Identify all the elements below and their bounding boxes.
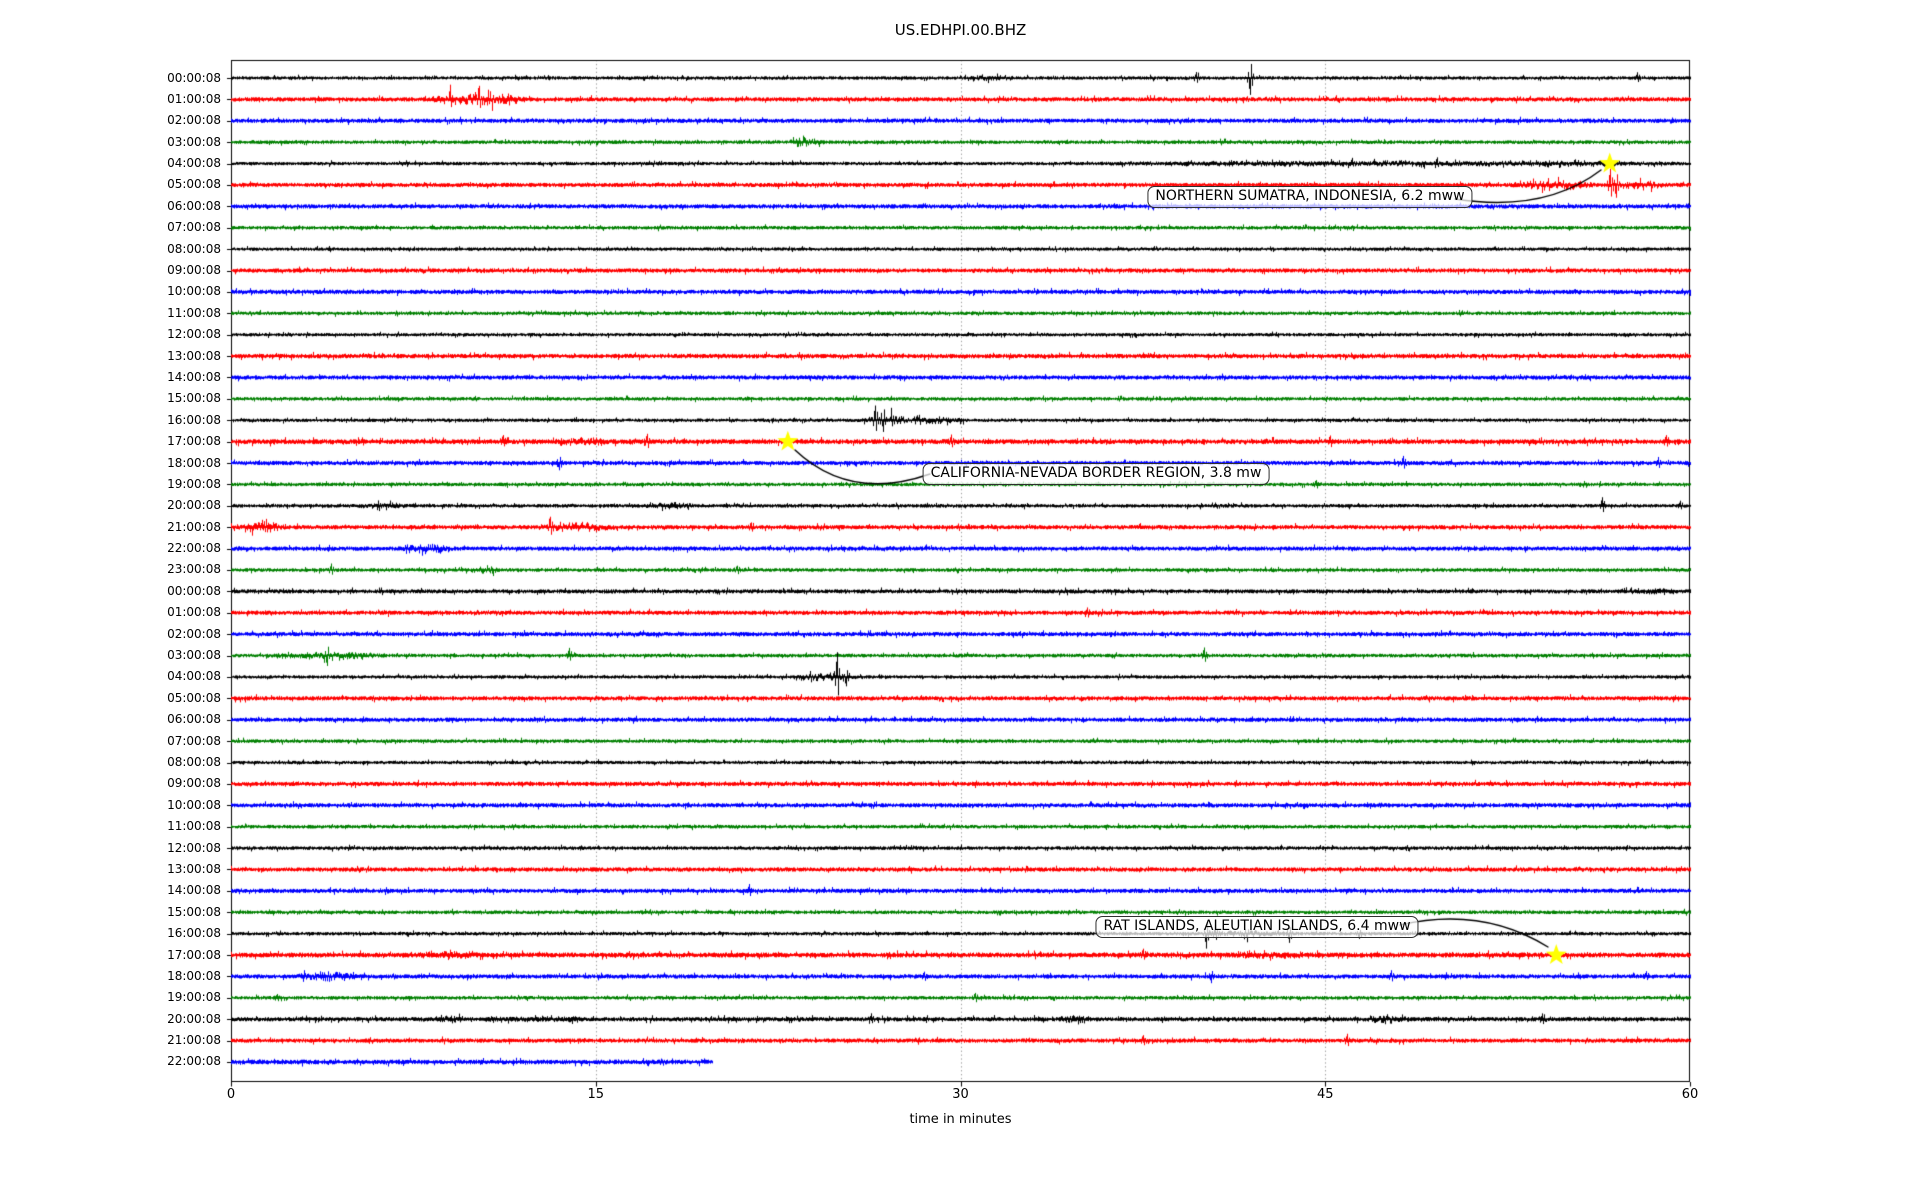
y-tick-label: 08:00:08 — [167, 755, 221, 770]
y-tick-label: 21:00:08 — [167, 519, 221, 534]
y-tick-label: 23:00:08 — [167, 562, 221, 577]
y-tick-label: 01:00:08 — [167, 91, 221, 106]
event-annotation-label: NORTHERN SUMATRA, INDONESIA, 6.2 mww — [1147, 186, 1473, 208]
y-tick-label: 15:00:08 — [167, 904, 221, 919]
y-tick-label: 16:00:08 — [167, 412, 221, 427]
y-tick-label: 03:00:08 — [167, 134, 221, 149]
y-tick-label: 02:00:08 — [167, 626, 221, 641]
y-tick-label: 17:00:08 — [167, 947, 221, 962]
y-tick-label: 16:00:08 — [167, 926, 221, 941]
y-tick-label: 20:00:08 — [167, 1011, 221, 1026]
y-tick-label: 11:00:08 — [167, 305, 221, 320]
y-tick-label: 06:00:08 — [167, 198, 221, 213]
event-annotation-label: CALIFORNIA-NEVADA BORDER REGION, 3.8 mw — [922, 463, 1270, 485]
y-tick-label: 05:00:08 — [167, 690, 221, 705]
y-tick-label: 12:00:08 — [167, 327, 221, 342]
y-tick-label: 00:00:08 — [167, 70, 221, 85]
y-tick-label: 00:00:08 — [167, 583, 221, 598]
y-tick-label: 19:00:08 — [167, 990, 221, 1005]
y-tick-label: 18:00:08 — [167, 455, 221, 470]
y-tick-label: 10:00:08 — [167, 284, 221, 299]
y-tick-label: 18:00:08 — [167, 968, 221, 983]
y-tick-label: 21:00:08 — [167, 1033, 221, 1048]
y-tick-label: 11:00:08 — [167, 819, 221, 834]
x-axis-label: time in minutes — [909, 1112, 1012, 1127]
y-tick-label: 08:00:08 — [167, 241, 221, 256]
y-tick-label: 22:00:08 — [167, 1054, 221, 1069]
y-tick-label: 15:00:08 — [167, 391, 221, 406]
y-tick-label: 01:00:08 — [167, 605, 221, 620]
y-tick-label: 19:00:08 — [167, 476, 221, 491]
y-tick-label: 13:00:08 — [167, 861, 221, 876]
y-tick-label: 10:00:08 — [167, 797, 221, 812]
y-tick-label: 13:00:08 — [167, 348, 221, 363]
y-tick-label: 02:00:08 — [167, 113, 221, 128]
x-tick-label: 45 — [1316, 1087, 1334, 1102]
chart-title: US.EDHPI.00.BHZ — [894, 21, 1027, 39]
y-tick-label: 07:00:08 — [167, 220, 221, 235]
y-tick-label: 14:00:08 — [167, 883, 221, 898]
event-annotation-label: RAT ISLANDS, ALEUTIAN ISLANDS, 6.4 mww — [1095, 916, 1419, 938]
y-tick-label: 17:00:08 — [167, 434, 221, 449]
y-tick-label: 06:00:08 — [167, 712, 221, 727]
y-tick-label: 09:00:08 — [167, 263, 221, 278]
y-tick-label: 05:00:08 — [167, 177, 221, 192]
y-tick-label: 20:00:08 — [167, 498, 221, 513]
x-tick-label: 15 — [587, 1087, 605, 1102]
x-tick-label: 60 — [1681, 1087, 1699, 1102]
x-tick-label: 0 — [226, 1087, 236, 1102]
y-tick-label: 14:00:08 — [167, 369, 221, 384]
y-tick-label: 04:00:08 — [167, 669, 221, 684]
x-tick-label: 30 — [952, 1087, 969, 1102]
y-tick-label: 04:00:08 — [167, 156, 221, 171]
y-tick-label: 07:00:08 — [167, 733, 221, 748]
y-tick-label: 09:00:08 — [167, 776, 221, 791]
y-tick-label: 22:00:08 — [167, 541, 221, 556]
y-tick-label: 03:00:08 — [167, 648, 221, 663]
y-tick-label: 12:00:08 — [167, 840, 221, 855]
